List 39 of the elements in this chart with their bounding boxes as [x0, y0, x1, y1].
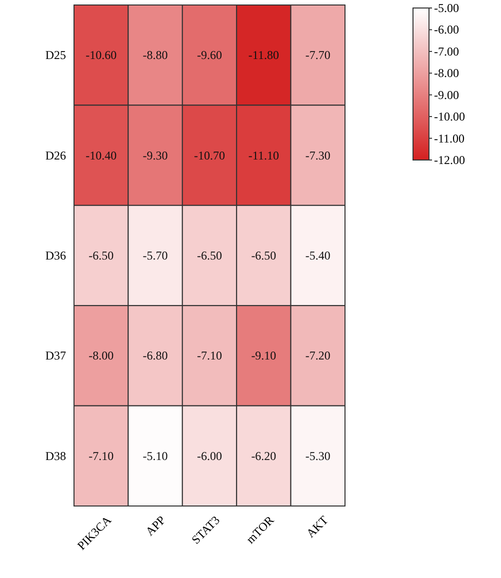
data-label: -7.10	[88, 448, 114, 463]
y-tick-label: D26	[45, 148, 66, 162]
y-tick-label: D38	[45, 448, 66, 463]
color-bar-label: -12.00	[434, 153, 465, 167]
y-tick-label: D25	[45, 48, 66, 62]
data-label: -7.30	[305, 148, 330, 162]
data-label: -5.70	[142, 248, 168, 262]
data-label: -7.10	[197, 348, 222, 363]
data-label: -9.60	[197, 48, 222, 62]
data-label: -10.40	[86, 148, 117, 162]
color-bar-label: -10.00	[434, 110, 465, 124]
data-label: -7.70	[305, 48, 330, 62]
data-label: -5.10	[142, 448, 168, 463]
data-label: -6.20	[251, 448, 276, 463]
color-bar-label: -7.00	[434, 44, 459, 58]
color-bar-label: -5.00	[434, 1, 459, 15]
color-bar-label: -9.00	[434, 88, 459, 102]
color-bar-label: -11.00	[434, 131, 465, 146]
data-label: -10.70	[194, 148, 225, 162]
x-tick-label: APP	[142, 512, 168, 539]
color-bar-label: -8.00	[434, 66, 459, 80]
y-tick-label: D37	[45, 348, 66, 363]
y-tick-label: D36	[45, 248, 66, 262]
data-label: -7.20	[305, 348, 330, 363]
data-label: -6.50	[251, 248, 276, 262]
data-label: -11.10	[248, 148, 279, 162]
data-label: -8.00	[88, 348, 114, 363]
data-label: -11.80	[248, 48, 279, 62]
data-label: -10.60	[86, 48, 117, 62]
data-label: -6.50	[197, 248, 222, 262]
data-label: -6.00	[197, 448, 222, 463]
data-label: -6.50	[88, 248, 114, 262]
color-bar-label: -6.00	[434, 22, 459, 37]
data-label: -5.40	[305, 248, 330, 262]
data-label: -9.30	[142, 148, 168, 162]
data-label: -8.80	[142, 48, 168, 62]
data-label: -5.30	[305, 448, 330, 463]
data-label: -6.80	[142, 348, 168, 363]
data-label: -9.10	[251, 348, 276, 363]
